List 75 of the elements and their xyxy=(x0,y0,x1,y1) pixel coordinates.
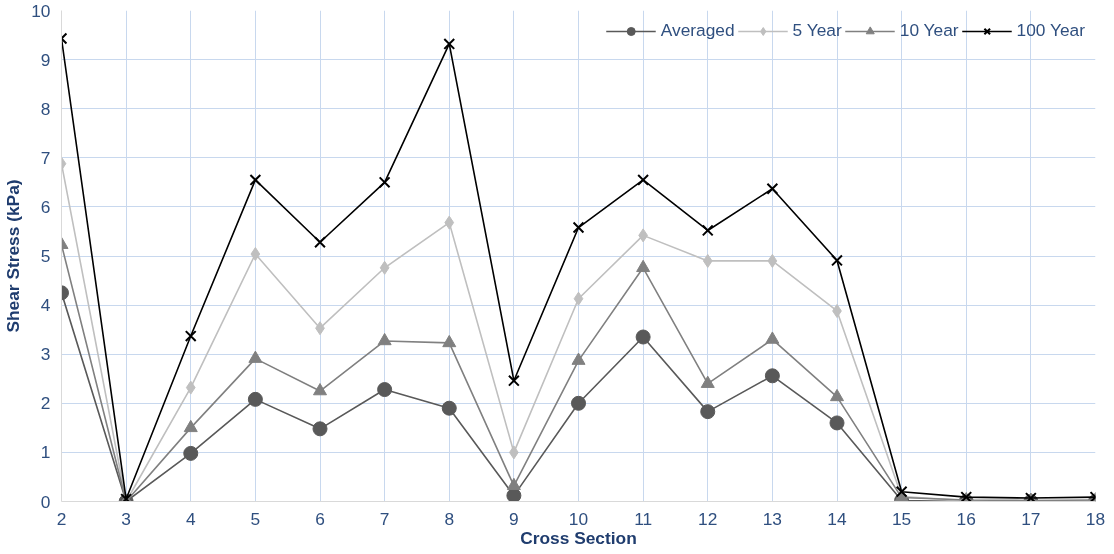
point xyxy=(185,380,196,395)
point xyxy=(506,477,521,491)
y-tick-label: 9 xyxy=(40,49,51,70)
legend-label: 10 Year xyxy=(899,20,959,41)
point xyxy=(441,400,457,416)
y-tick-label: 3 xyxy=(40,344,51,365)
point xyxy=(312,421,328,437)
point xyxy=(573,291,584,306)
x-tick-label: 15 xyxy=(891,508,912,529)
x-tick-label: 10 xyxy=(568,508,589,529)
point xyxy=(250,247,261,262)
point xyxy=(767,253,778,268)
point xyxy=(184,330,197,342)
point xyxy=(247,391,263,407)
legend-label: 5 Year xyxy=(792,20,842,41)
point xyxy=(766,182,779,195)
y-tick-label: 2 xyxy=(40,393,51,414)
x-tick-label: 4 xyxy=(185,508,196,529)
point xyxy=(829,415,845,431)
point xyxy=(700,375,715,388)
point xyxy=(442,334,457,348)
x-tick-label: 13 xyxy=(762,508,783,529)
point xyxy=(637,173,650,186)
point xyxy=(700,404,716,420)
x-tick-label: 9 xyxy=(509,508,519,529)
x-tick-label: 14 xyxy=(827,508,847,529)
y-tick-label: 7 xyxy=(40,147,51,168)
x-tick-label: 2 xyxy=(56,508,67,529)
point xyxy=(314,236,326,249)
x-tick-label: 6 xyxy=(315,508,325,529)
point xyxy=(571,395,586,411)
point xyxy=(443,37,456,50)
point xyxy=(830,388,844,402)
point xyxy=(377,332,392,346)
y-tick-label: 0 xyxy=(40,491,51,512)
point xyxy=(507,374,520,387)
point xyxy=(635,329,651,345)
point xyxy=(248,350,263,363)
x-axis-title: Cross Section xyxy=(520,527,637,548)
point xyxy=(895,485,908,498)
point xyxy=(183,445,199,461)
point xyxy=(764,368,780,384)
point xyxy=(636,259,651,273)
x-tick-label: 5 xyxy=(250,508,261,529)
point xyxy=(377,382,393,398)
point xyxy=(183,419,198,433)
x-tick-label: 16 xyxy=(956,508,976,529)
point xyxy=(378,176,391,189)
legend-label: 100 Year xyxy=(1016,20,1085,41)
point xyxy=(249,173,262,186)
x-tick-label: 11 xyxy=(634,508,653,529)
x-tick-label: 12 xyxy=(698,508,718,529)
point xyxy=(313,383,327,396)
point xyxy=(831,254,843,267)
point xyxy=(571,352,586,365)
x-tick-label: 17 xyxy=(1021,508,1041,529)
point xyxy=(379,260,390,275)
point xyxy=(572,221,585,234)
point xyxy=(765,331,780,344)
y-tick-label: 6 xyxy=(40,196,51,217)
point xyxy=(702,253,713,268)
point xyxy=(701,224,714,237)
y-tick-label: 1 xyxy=(40,442,51,463)
x-tick-label: 7 xyxy=(379,508,390,529)
x-tick-label: 3 xyxy=(121,508,131,529)
point xyxy=(506,488,522,502)
x-tick-label: 18 xyxy=(1085,508,1106,529)
y-tick-label: 8 xyxy=(40,98,51,119)
y-tick-label: 5 xyxy=(40,246,51,266)
point xyxy=(444,215,455,230)
x-tick-label: 8 xyxy=(444,508,455,529)
y-tick-label: 4 xyxy=(40,295,51,316)
legend-label: Averaged xyxy=(660,20,735,41)
y-tick-label: 10 xyxy=(31,0,51,21)
y-axis-title: Shear Stress (kPa) xyxy=(3,179,24,333)
